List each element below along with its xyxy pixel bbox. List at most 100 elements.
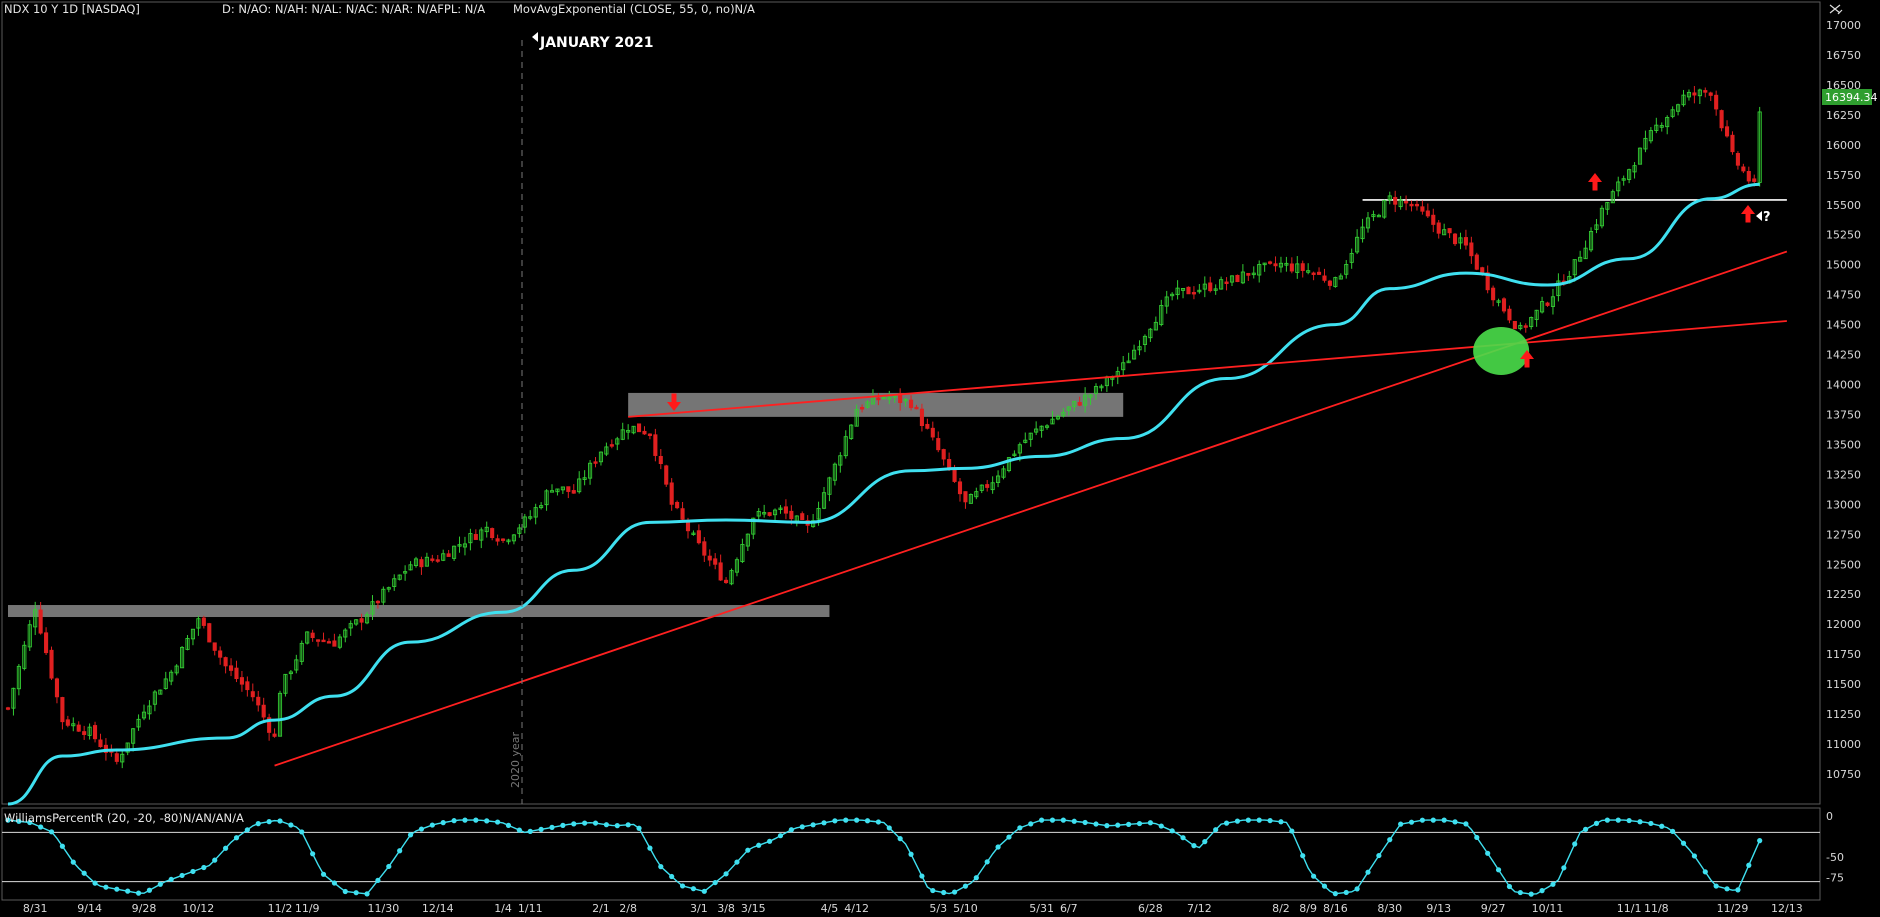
candle-body — [990, 482, 995, 491]
wpr-point — [157, 881, 163, 887]
candle-body — [626, 429, 631, 433]
candle-body — [1529, 317, 1534, 328]
wpr-point — [701, 888, 707, 894]
x-tick-label: 5/31 — [1029, 902, 1054, 915]
candle-body — [772, 509, 778, 516]
wpr-point — [1158, 823, 1164, 829]
candle-body — [1730, 134, 1735, 153]
candle-body — [1262, 262, 1267, 266]
wpr-point — [429, 822, 435, 828]
candle-body — [294, 659, 299, 671]
wpr-point — [375, 877, 381, 883]
wpr-point — [1561, 865, 1567, 871]
candle-body — [1714, 94, 1719, 110]
candle-body — [468, 533, 473, 544]
candle-body — [1257, 264, 1262, 276]
candle-body — [1588, 231, 1594, 251]
candle-body — [152, 691, 157, 705]
y-tick-label: 13250 — [1826, 468, 1861, 481]
wpr-point — [38, 824, 44, 830]
x-tick-label: 11/1 — [1617, 902, 1642, 915]
support-resistance-zone — [628, 392, 1124, 417]
candle-body — [767, 512, 772, 516]
last-price-value: 16394.34 — [1825, 91, 1878, 104]
candle-body — [1295, 263, 1300, 273]
candle-body — [925, 423, 930, 429]
candle-body — [1485, 272, 1490, 291]
candle-body — [1365, 217, 1371, 229]
wpr-point — [603, 822, 610, 828]
wpr-point — [973, 875, 979, 881]
candle-body — [1665, 117, 1670, 128]
wpr-point — [1670, 828, 1676, 834]
y-tick-label: 13000 — [1826, 498, 1861, 511]
trendline — [628, 320, 1787, 418]
candle-body — [506, 539, 511, 543]
candle-body — [985, 484, 990, 488]
candle-body — [636, 423, 642, 433]
wpr-point — [1474, 834, 1480, 841]
candle-body — [664, 465, 669, 485]
candle-body — [1224, 281, 1229, 284]
candle-body — [245, 681, 250, 691]
expand-icon[interactable] — [1829, 4, 1843, 15]
candle-body — [1050, 418, 1055, 425]
wpr-point — [886, 825, 892, 831]
wpr-point — [875, 819, 882, 825]
candle-body — [1670, 109, 1675, 117]
candle-body — [832, 463, 837, 481]
candle-body — [212, 642, 217, 651]
candle-body — [1425, 210, 1430, 217]
candle-body — [1066, 406, 1071, 411]
candle-body — [1735, 153, 1740, 166]
candle-body — [745, 533, 750, 547]
wpr-point — [1680, 840, 1687, 846]
candle-body — [1044, 425, 1050, 428]
wpr-point — [1593, 820, 1600, 826]
candle-body — [1121, 362, 1126, 371]
candle-body — [1572, 259, 1577, 276]
y-tick-label: 15000 — [1826, 259, 1861, 272]
wpr-point — [592, 820, 599, 826]
candle-body — [1039, 425, 1044, 431]
candle-body — [71, 723, 76, 727]
candle-body — [54, 678, 60, 698]
x-tick-label: 3/1 — [690, 902, 708, 915]
candle-body — [1132, 349, 1137, 360]
candle-body — [1512, 320, 1517, 330]
candle-body — [190, 628, 196, 640]
y-tick-label: 16750 — [1826, 49, 1861, 62]
wpr-point — [1180, 835, 1186, 841]
candle-body — [996, 475, 1001, 484]
wpr-point — [647, 845, 653, 851]
candle-body — [511, 534, 516, 542]
candle-body — [288, 671, 293, 675]
candle-body — [92, 725, 98, 740]
x-tick-label: 12/14 — [422, 902, 454, 915]
candle-body — [1491, 287, 1496, 301]
wpr-point — [1485, 850, 1491, 856]
candle-body — [234, 667, 239, 680]
candle-body — [571, 490, 576, 494]
candle-body — [979, 484, 984, 491]
candle-body — [1093, 386, 1099, 394]
candle-body — [185, 637, 190, 650]
candle-body — [1159, 305, 1164, 325]
y-tick-label: 17000 — [1826, 19, 1861, 32]
candle-body — [1284, 262, 1289, 266]
candle-body — [332, 640, 337, 647]
candle-body — [299, 642, 304, 662]
wpr-point — [1757, 838, 1763, 844]
candle-body — [1420, 206, 1425, 212]
candle-body — [1752, 178, 1757, 182]
wpr-point — [941, 889, 947, 896]
candle-body — [1278, 262, 1284, 268]
candle-body — [539, 505, 544, 509]
candle-body — [1083, 394, 1088, 406]
wpr-point — [114, 886, 120, 892]
wpr-point — [1289, 828, 1295, 834]
candle-body — [1077, 402, 1082, 406]
wpr-point — [1528, 891, 1534, 897]
wpr-point — [1147, 820, 1153, 826]
